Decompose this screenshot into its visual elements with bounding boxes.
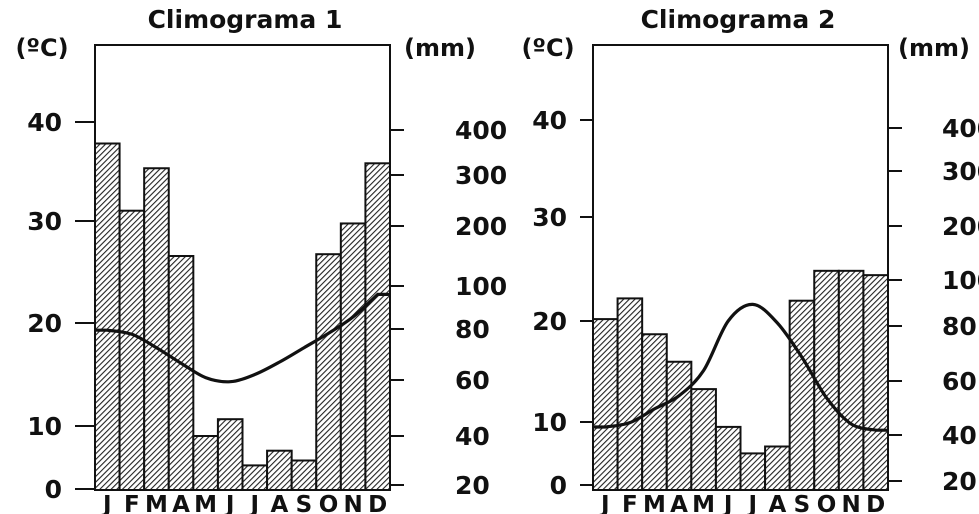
left-axis-unit: (ºC) (15, 34, 68, 62)
month-label: D (368, 492, 387, 514)
month-label: J (722, 492, 733, 514)
precip-bar-a-7 (266, 449, 293, 492)
chart-title: Climograma 1 (148, 5, 343, 34)
month-label: A (768, 492, 786, 514)
left-tick-label: 20 (532, 307, 567, 336)
month-label: M (194, 492, 217, 514)
month-label: F (124, 492, 140, 514)
precip-bar-f-1 (118, 209, 146, 491)
precip-bar-j-6 (241, 464, 269, 491)
precip-bar-a-3 (167, 255, 195, 491)
right-tick-label: 60 (455, 366, 490, 395)
right-tick-label: 20 (455, 471, 490, 500)
month-label: J (224, 492, 235, 514)
right-tick-label: 40 (455, 422, 490, 451)
temperature-line (593, 302, 888, 432)
precip-bar-s-8 (788, 299, 816, 492)
precip-bar-n-10 (339, 222, 367, 491)
climograma-2: Climograma 2 (ºC) (mm) 0 10 20 30 40 20 40 60 80 100… (521, 5, 979, 514)
month-label: M (692, 492, 715, 514)
climograma-1: Climograma 1 (ºC) (mm) 0 10 20 30 40 20 40 60 80 100… (15, 5, 507, 514)
left-tick-label: 10 (27, 412, 62, 441)
precip-bar-j-0 (592, 318, 619, 491)
temperature-line (95, 292, 390, 384)
precip-bar-m-2 (641, 333, 668, 491)
right-tick-label: 300 (455, 161, 507, 190)
precip-bar-j-6 (739, 452, 767, 491)
month-label: O (319, 492, 339, 514)
month-label: J (599, 492, 610, 514)
left-tick-label: 40 (27, 108, 62, 137)
precip-bar-o-9 (813, 269, 840, 491)
precip-bar-j-5 (216, 418, 244, 492)
month-label: N (344, 492, 363, 514)
precip-bar-m-4 (690, 388, 717, 492)
precip-bar-m-4 (192, 435, 219, 491)
chart-title: Climograma 2 (641, 5, 836, 34)
plot-frame (592, 44, 889, 491)
left-tick-label: 0 (45, 475, 62, 504)
right-axis-unit: (mm) (898, 34, 970, 62)
month-label: S (794, 492, 811, 514)
left-tick-label: 0 (550, 471, 567, 500)
precip-bar-d-11 (862, 274, 890, 492)
right-tick-label: 60 (942, 367, 977, 396)
month-label: J (249, 492, 260, 514)
month-label: M (643, 492, 666, 514)
right-tick-label: 300 (942, 157, 979, 186)
precip-bar-o-9 (315, 253, 342, 491)
left-tick-label: 30 (27, 207, 62, 236)
right-tick-label: 40 (942, 421, 977, 450)
left-tick-label: 20 (27, 309, 62, 338)
precip-bar-m-2 (143, 167, 170, 491)
month-label: M (145, 492, 168, 514)
right-tick-label: 400 (455, 116, 507, 145)
left-axis-unit: (ºC) (521, 34, 574, 62)
left-tick-label: 10 (532, 408, 567, 437)
month-label: A (270, 492, 288, 514)
right-tick-label: 80 (455, 315, 490, 344)
precip-bar-n-10 (837, 269, 865, 491)
left-tick-label: 30 (532, 203, 567, 232)
month-label: F (622, 492, 638, 514)
precip-bar-j-0 (94, 142, 121, 491)
precip-bar-a-3 (665, 360, 693, 491)
precip-bar-d-11 (364, 162, 391, 492)
right-tick-label: 200 (455, 212, 507, 241)
month-label: N (842, 492, 861, 514)
right-tick-label: 400 (942, 114, 979, 143)
month-label: S (296, 492, 313, 514)
right-tick-label: 100 (942, 266, 979, 295)
precip-bar-f-1 (616, 297, 644, 491)
month-label: A (670, 492, 688, 514)
plot-frame (94, 44, 391, 491)
right-tick-label: 20 (942, 467, 977, 496)
month-label: O (817, 492, 837, 514)
right-axis-unit: (mm) (404, 34, 476, 62)
month-label: J (747, 492, 758, 514)
month-label: D (866, 492, 885, 514)
month-label: J (101, 492, 112, 514)
precip-bar-a-7 (764, 445, 791, 491)
right-tick-label: 100 (455, 272, 507, 301)
left-tick-label: 40 (532, 106, 567, 135)
month-label: A (172, 492, 190, 514)
precip-bar-j-5 (714, 425, 742, 491)
right-tick-label: 80 (942, 312, 977, 341)
right-tick-label: 200 (942, 212, 979, 241)
precip-bar-s-8 (290, 459, 318, 491)
